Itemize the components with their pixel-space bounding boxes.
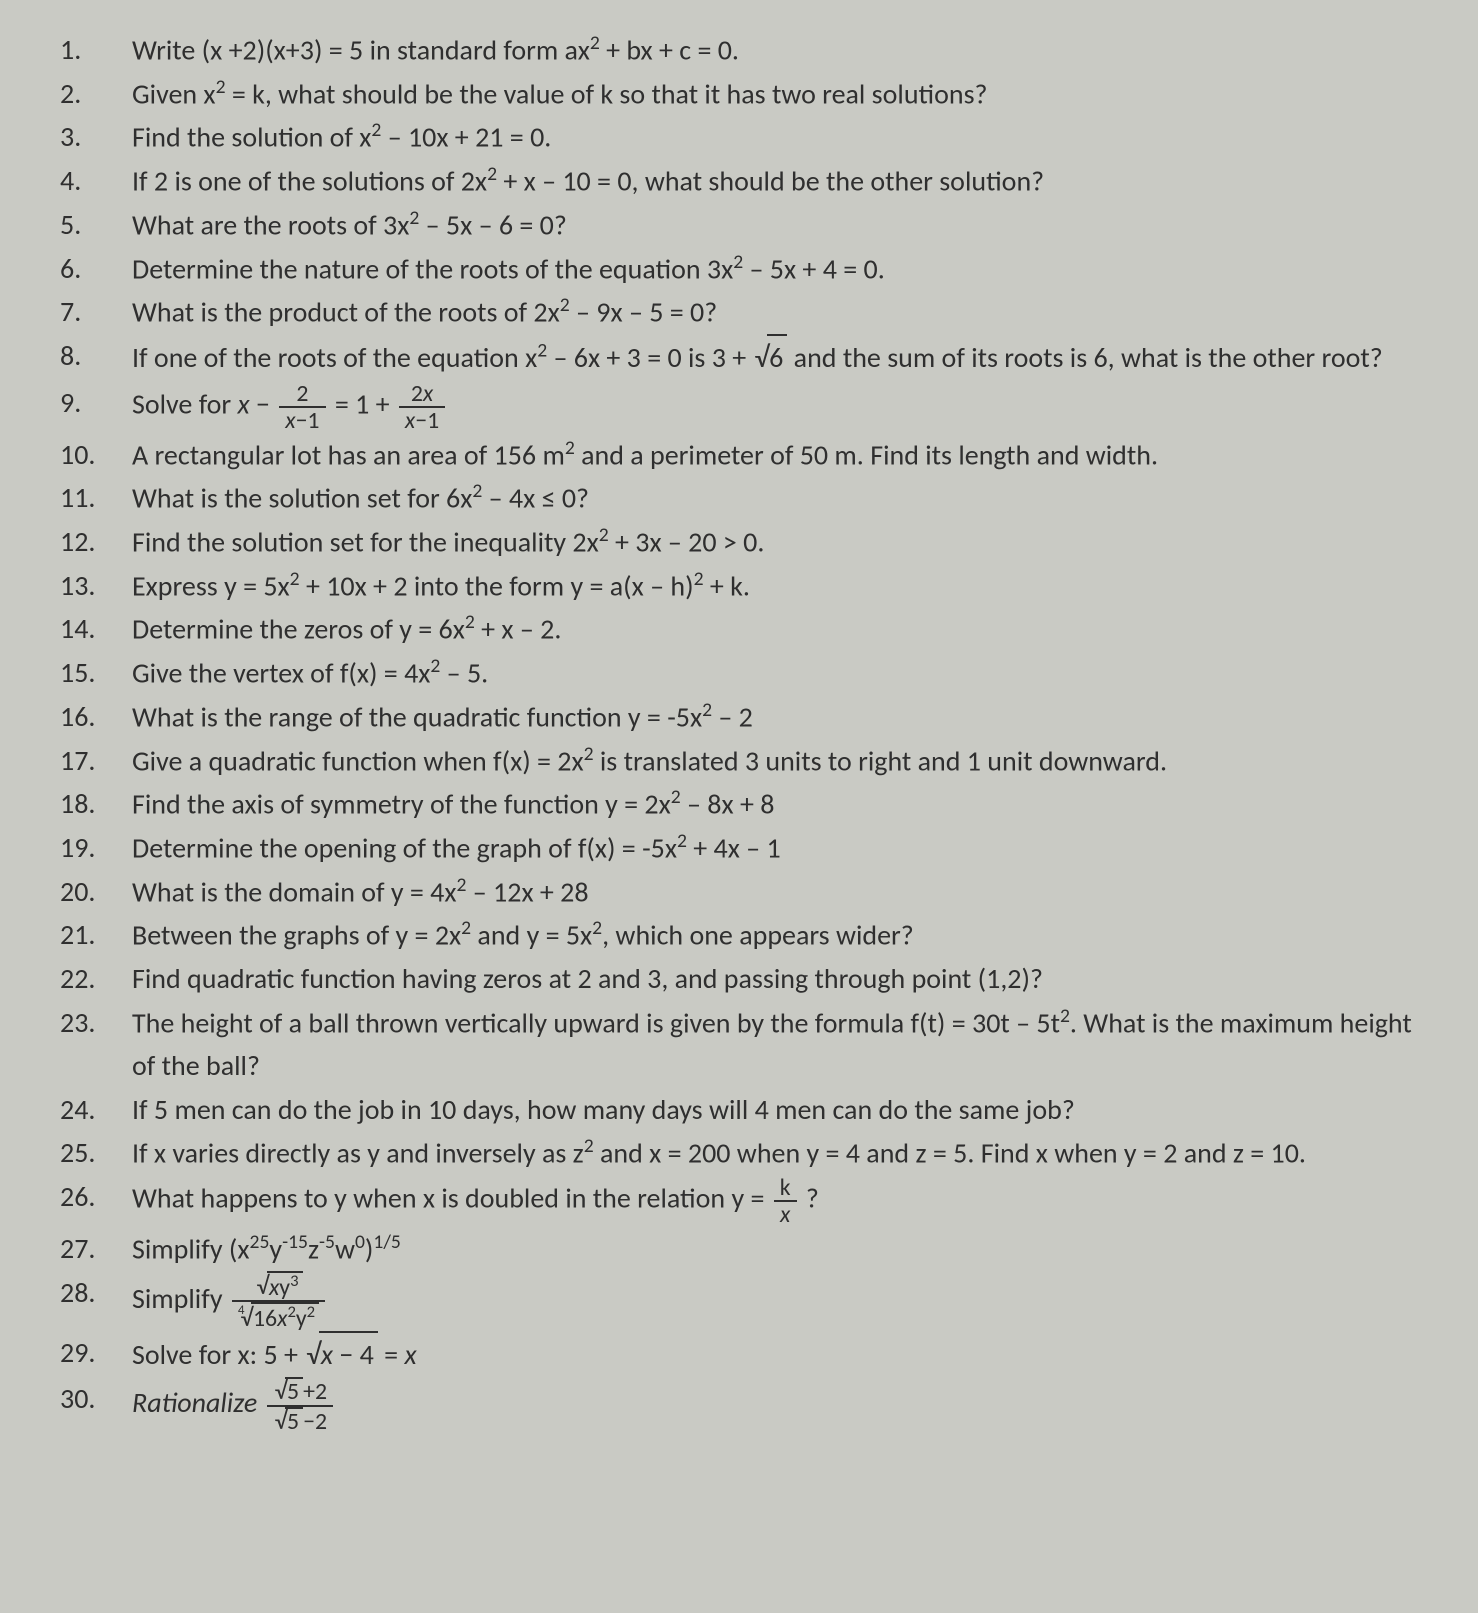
question-item: 3.Find the solution of x2 – 10x + 21 = 0… [60,115,1418,159]
question-item: 14.Determine the zeros of y = 6x2 + x – … [60,607,1418,651]
question-number: 17. [60,739,132,782]
question-number: 19. [60,826,132,869]
question-text: What is the domain of y = 4x2 – 12x + 28 [132,870,1418,914]
question-text: Determine the nature of the roots of the… [132,247,1418,291]
question-item: 10.A rectangular lot has an area of 156 … [60,433,1418,477]
question-text: What are the roots of 3x2 – 5x – 6 = 0? [132,203,1418,247]
question-text: What happens to y when x is doubled in t… [132,1175,1418,1227]
question-text: Express y = 5x2 + 10x + 2 into the form … [132,564,1418,608]
question-item: 18.Find the axis of symmetry of the func… [60,782,1418,826]
worksheet-page: 1.Write (x +2)(x+3) = 5 in standard form… [0,0,1478,1613]
question-number: 28. [60,1271,132,1314]
question-text: Find the solution of x2 – 10x + 21 = 0. [132,115,1418,159]
question-item: 8.If one of the roots of the equation x2… [60,334,1418,381]
question-item: 29.Solve for x: 5 + x − 4 = x [60,1331,1418,1378]
question-item: 21.Between the graphs of y = 2x2 and y =… [60,913,1418,957]
question-text: Give the vertex of f(x) = 4x2 – 5. [132,651,1418,695]
question-item: 27.Simplify (x25y-15z-5w0)1/5 [60,1227,1418,1271]
question-item: 13.Express y = 5x2 + 10x + 2 into the fo… [60,564,1418,608]
question-item: 4.If 2 is one of the solutions of 2x2 + … [60,159,1418,203]
question-number: 14. [60,607,132,650]
question-text: Between the graphs of y = 2x2 and y = 5x… [132,913,1418,957]
question-text: Give a quadratic function when f(x) = 2x… [132,739,1418,783]
question-text: Simplify xy3416x2y2 [132,1271,1418,1331]
question-number: 29. [60,1331,132,1374]
question-number: 15. [60,651,132,694]
question-item: 9.Solve for x − 2x−1 = 1 + 2xx−1 [60,381,1418,433]
question-item: 28.Simplify xy3416x2y2 [60,1271,1418,1331]
question-item: 5.What are the roots of 3x2 – 5x – 6 = 0… [60,203,1418,247]
question-number: 5. [60,203,132,246]
question-number: 25. [60,1131,132,1174]
question-text: Find the solution set for the inequality… [132,520,1418,564]
question-number: 18. [60,782,132,825]
question-number: 4. [60,159,132,202]
question-number: 16. [60,695,132,738]
question-text: If 2 is one of the solutions of 2x2 + x … [132,159,1418,203]
question-text: The height of a ball thrown vertically u… [132,1001,1418,1088]
question-number: 26. [60,1175,132,1218]
question-number: 1. [60,28,132,71]
question-item: 1.Write (x +2)(x+3) = 5 in standard form… [60,28,1418,72]
question-number: 27. [60,1227,132,1270]
question-number: 22. [60,957,132,1000]
question-item: 12.Find the solution set for the inequal… [60,520,1418,564]
question-text: Simplify (x25y-15z-5w0)1/5 [132,1227,1418,1271]
question-number: 24. [60,1088,132,1131]
question-item: 16.What is the range of the quadratic fu… [60,695,1418,739]
question-number: 11. [60,476,132,519]
question-number: 23. [60,1001,132,1044]
question-text: Find quadratic function having zeros at … [132,957,1418,1000]
question-number: 21. [60,913,132,956]
question-text: Determine the opening of the graph of f(… [132,826,1418,870]
question-text: Solve for x − 2x−1 = 1 + 2xx−1 [132,381,1418,433]
question-text: If 5 men can do the job in 10 days, how … [132,1088,1418,1131]
question-list: 1.Write (x +2)(x+3) = 5 in standard form… [60,28,1418,1434]
question-item: 17.Give a quadratic function when f(x) =… [60,739,1418,783]
question-number: 13. [60,564,132,607]
question-text: Rationalize 5+25−2 [132,1377,1418,1433]
question-number: 6. [60,247,132,290]
question-text: Solve for x: 5 + x − 4 = x [132,1331,1418,1378]
question-item: 6.Determine the nature of the roots of t… [60,247,1418,291]
question-number: 12. [60,520,132,563]
question-text: What is the solution set for 6x2 – 4x ≤ … [132,476,1418,520]
question-item: 25.If x varies directly as y and inverse… [60,1131,1418,1175]
question-text: A rectangular lot has an area of 156 m2 … [132,433,1418,477]
question-item: 30.Rationalize 5+25−2 [60,1377,1418,1433]
question-text: Write (x +2)(x+3) = 5 in standard form a… [132,28,1418,72]
question-number: 3. [60,115,132,158]
question-item: 15.Give the vertex of f(x) = 4x2 – 5. [60,651,1418,695]
question-text: Given x2 = k, what should be the value o… [132,72,1418,116]
question-text: Determine the zeros of y = 6x2 + x – 2. [132,607,1418,651]
question-number: 7. [60,290,132,333]
question-item: 24.If 5 men can do the job in 10 days, h… [60,1088,1418,1131]
question-item: 23.The height of a ball thrown verticall… [60,1001,1418,1088]
question-item: 2.Given x2 = k, what should be the value… [60,72,1418,116]
question-text: If x varies directly as y and inversely … [132,1131,1418,1175]
question-item: 11.What is the solution set for 6x2 – 4x… [60,476,1418,520]
question-item: 20.What is the domain of y = 4x2 – 12x +… [60,870,1418,914]
question-item: 22.Find quadratic function having zeros … [60,957,1418,1000]
question-number: 20. [60,870,132,913]
question-text: What is the product of the roots of 2x2 … [132,290,1418,334]
question-number: 8. [60,334,132,377]
question-number: 2. [60,72,132,115]
question-number: 30. [60,1377,132,1420]
question-text: What is the range of the quadratic funct… [132,695,1418,739]
question-text: If one of the roots of the equation x2 –… [132,334,1418,381]
question-number: 10. [60,433,132,476]
question-item: 7.What is the product of the roots of 2x… [60,290,1418,334]
question-item: 19.Determine the opening of the graph of… [60,826,1418,870]
question-text: Find the axis of symmetry of the functio… [132,782,1418,826]
question-number: 9. [60,381,132,424]
question-item: 26.What happens to y when x is doubled i… [60,1175,1418,1227]
